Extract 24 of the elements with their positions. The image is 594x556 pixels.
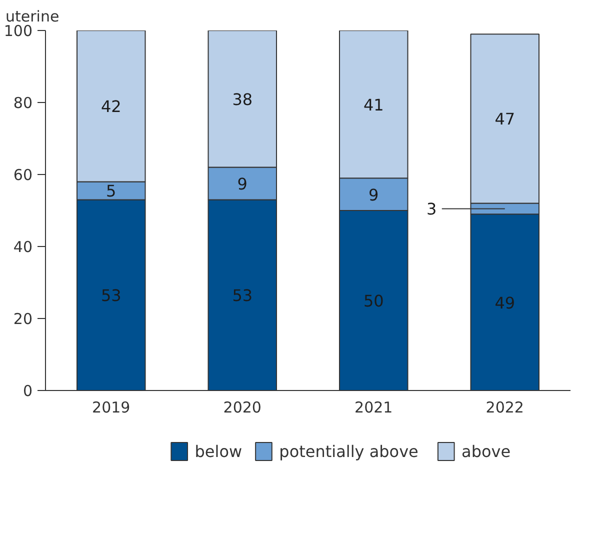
x-tick-label: 2022 [486, 398, 524, 416]
data-label: 38 [232, 90, 253, 109]
data-label: 47 [494, 110, 516, 129]
legend-label: below [194, 442, 242, 461]
y-tick-label: 40 [13, 238, 33, 256]
data-label: 53 [232, 286, 253, 306]
data-label: 50 [363, 292, 384, 310]
data-label: 9 [368, 185, 379, 204]
data-label: 53 [100, 286, 122, 306]
x-tick-label: 2021 [354, 398, 393, 416]
y-tick-label: 60 [13, 166, 33, 184]
data-label: 5 [106, 182, 116, 201]
data-label: 41 [363, 95, 384, 114]
data-label: 42 [100, 97, 122, 116]
y-tick-label: 20 [13, 310, 33, 328]
y-tick-label: 0 [22, 382, 33, 400]
data-label: 49 [494, 293, 516, 312]
legend-label: above [462, 442, 511, 461]
legend-label: potentially above [279, 442, 418, 461]
y-tick-label: 80 [13, 94, 33, 112]
x-tick-label: 2019 [92, 398, 130, 416]
x-tick-label: 2020 [223, 398, 262, 416]
data-label: 9 [237, 174, 248, 194]
data-label: 3 [426, 200, 437, 219]
